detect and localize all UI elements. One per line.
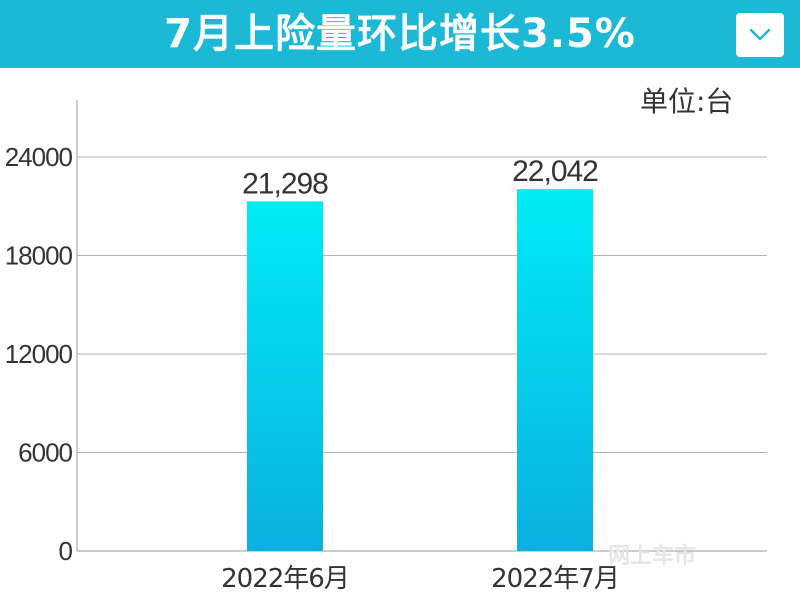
dropdown-button[interactable] <box>736 13 784 57</box>
header-bar <box>0 0 800 68</box>
chevron-down-icon <box>749 28 771 41</box>
y-tick-label: 24000 <box>5 142 73 172</box>
unit-label: 单位:台 <box>640 85 734 118</box>
chart-title: 7月上险量环比增长3.5% <box>164 11 636 57</box>
watermark-logo: 网上车市 <box>608 544 697 569</box>
data-label: 22,042 <box>512 155 598 188</box>
y-tick-label: 18000 <box>5 241 73 271</box>
y-tick-label: 6000 <box>18 438 72 468</box>
bar <box>247 201 323 551</box>
data-label: 21,298 <box>242 167 328 200</box>
y-tick-label: 0 <box>59 536 73 566</box>
y-tick-label: 12000 <box>5 339 73 369</box>
x-tick-label: 2022年7月 <box>491 564 619 594</box>
x-tick-label: 2022年6月 <box>221 564 349 594</box>
bar <box>517 189 593 551</box>
